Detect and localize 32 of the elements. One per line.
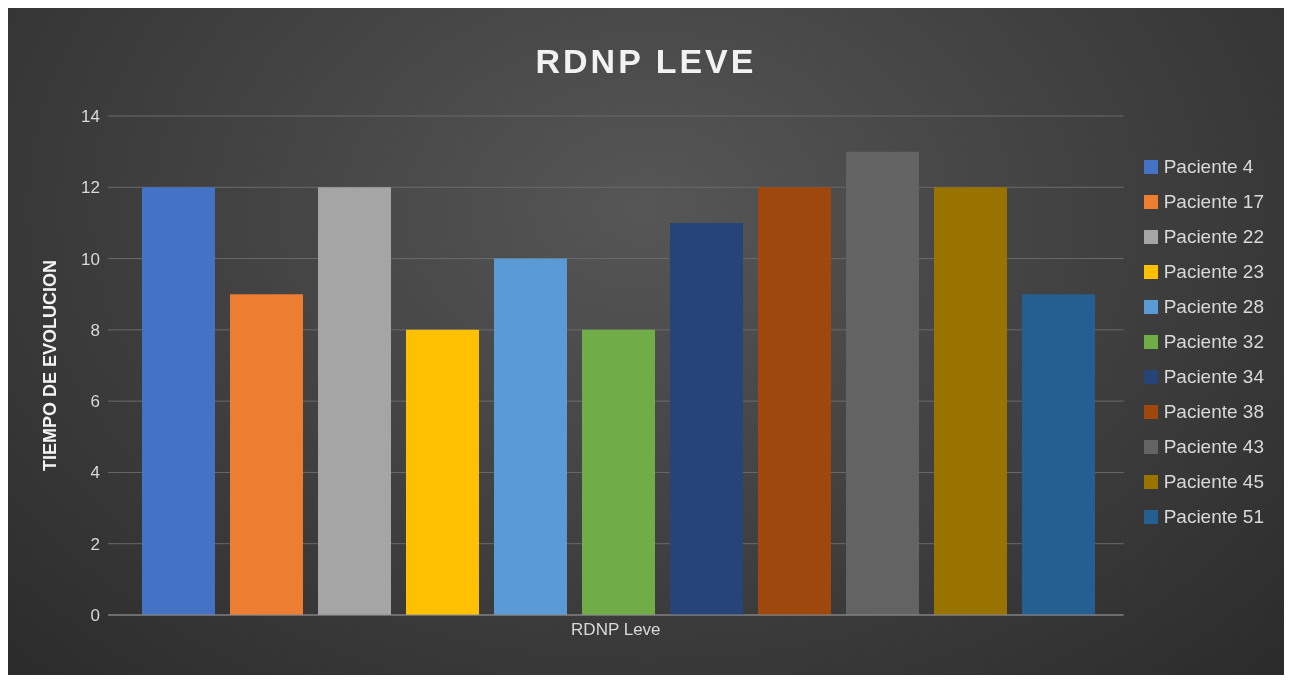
bar xyxy=(758,187,831,615)
y-tick-label: 12 xyxy=(81,178,100,198)
legend-label: Paciente 4 xyxy=(1163,155,1254,179)
bar xyxy=(494,258,567,615)
y-axis-title: TIEMPO DE EVOLUCION xyxy=(40,259,61,472)
bar xyxy=(230,294,303,615)
y-tick-label: 2 xyxy=(90,534,100,554)
y-tick-label: 4 xyxy=(90,463,100,483)
bar xyxy=(934,187,1007,615)
y-tick-label: 0 xyxy=(90,606,100,626)
legend-label: Paciente 43 xyxy=(1163,435,1264,459)
bar xyxy=(582,329,655,615)
y-tick-label: 8 xyxy=(90,320,100,340)
bar xyxy=(406,329,479,615)
legend-label: Paciente 38 xyxy=(1163,400,1264,424)
legend-label: Paciente 17 xyxy=(1163,190,1264,214)
bar xyxy=(1022,294,1095,615)
bar xyxy=(670,222,743,615)
bar xyxy=(142,187,215,615)
legend-label: Paciente 32 xyxy=(1163,330,1264,354)
legend-label: Paciente 34 xyxy=(1163,365,1264,389)
legend-label: Paciente 23 xyxy=(1163,260,1264,284)
x-tick-label: RDNP Leve xyxy=(571,620,661,640)
y-tick-label: 6 xyxy=(90,392,100,412)
chart-title: RDNP LEVE xyxy=(534,42,758,81)
bar xyxy=(318,187,391,615)
legend-label: Paciente 28 xyxy=(1163,295,1264,319)
legend-label: Paciente 45 xyxy=(1163,470,1264,494)
legend-label: Paciente 51 xyxy=(1163,505,1264,529)
y-tick-label: 14 xyxy=(81,107,100,127)
y-tick-label: 10 xyxy=(81,249,100,269)
legend-label: Paciente 22 xyxy=(1163,225,1264,249)
